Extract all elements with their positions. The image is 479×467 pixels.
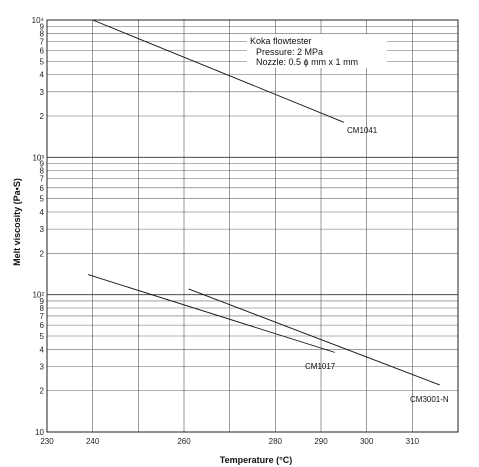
annotation-line-3: Nozzle: 0.5 ϕ mm x 1 mm: [256, 57, 358, 67]
y-minor-tick-label: 5: [40, 195, 45, 204]
y-minor-tick-label: 4: [40, 208, 45, 217]
y-minor-tick-label: 3: [40, 225, 45, 234]
y-minor-tick-label: 2: [40, 387, 45, 396]
tick-labels: 230 240 260 280 290 300 31010⁴10³10²1023456789…: [32, 16, 420, 446]
x-tick-label: 240: [86, 437, 100, 446]
y-minor-tick-label: 3: [40, 88, 45, 97]
y-minor-tick-label: 7: [40, 175, 45, 184]
y-minor-tick-label: 7: [40, 312, 45, 321]
y-minor-tick-label: 9: [40, 22, 45, 31]
x-tick-label: 300: [360, 437, 374, 446]
y-minor-tick-label: 3: [40, 362, 45, 371]
plot-frame: [46, 19, 459, 433]
x-tick-label: 290: [314, 437, 328, 446]
series-label-cm3001n: CM3001-N: [410, 395, 449, 404]
x-tick-label: 260: [177, 437, 191, 446]
y-minor-tick-label: 8: [40, 304, 45, 313]
series-line: [188, 288, 440, 386]
y-minor-tick-label: 2: [40, 249, 45, 258]
y-axis-label: Melt viscosity (Pa•S): [12, 178, 22, 266]
y-minor-tick-label: 8: [40, 29, 45, 38]
x-axis-label: Temperature (°C): [220, 455, 292, 465]
y-minor-tick-label: 4: [40, 345, 45, 354]
annotation-background: [247, 34, 387, 68]
y-minor-tick-label: 9: [40, 160, 45, 169]
series-line: [87, 274, 335, 353]
y-minor-tick-label: 6: [40, 321, 45, 330]
y-major-tick-label: 10³: [32, 153, 44, 162]
series-labels: CM1041 CM1017 CM3001-N: [305, 126, 449, 404]
series-label-cm1041: CM1041: [347, 126, 378, 135]
y-minor-tick-label: 8: [40, 167, 45, 176]
y-major-tick-label: 10⁴: [32, 16, 45, 25]
x-tick-label: 280: [269, 437, 283, 446]
annotation-line-1: Koka flowtester: [250, 36, 312, 46]
series-label-cm1017: CM1017: [305, 362, 336, 371]
series-lines: [87, 19, 440, 386]
y-minor-tick-label: 4: [40, 71, 45, 80]
y-minor-tick-label: 2: [40, 112, 45, 121]
test-conditions-annotation: Koka flowtester Pressure: 2 MPa Nozzle: …: [247, 34, 387, 68]
series-line: [92, 19, 345, 123]
x-tick-label: 230: [40, 437, 54, 446]
y-minor-tick-label: 6: [40, 184, 45, 193]
grid: [46, 19, 459, 433]
y-minor-tick-label: 7: [40, 37, 45, 46]
y-minor-tick-label: 5: [40, 57, 45, 66]
y-minor-tick-label: 5: [40, 332, 45, 341]
y-major-tick-label: 10²: [32, 291, 44, 300]
y-minor-tick-label: 6: [40, 46, 45, 55]
annotation-line-2: Pressure: 2 MPa: [256, 47, 323, 57]
y-minor-tick-label: 9: [40, 297, 45, 306]
y-major-tick-label: 10: [35, 428, 44, 437]
x-tick-label: 310: [406, 437, 420, 446]
